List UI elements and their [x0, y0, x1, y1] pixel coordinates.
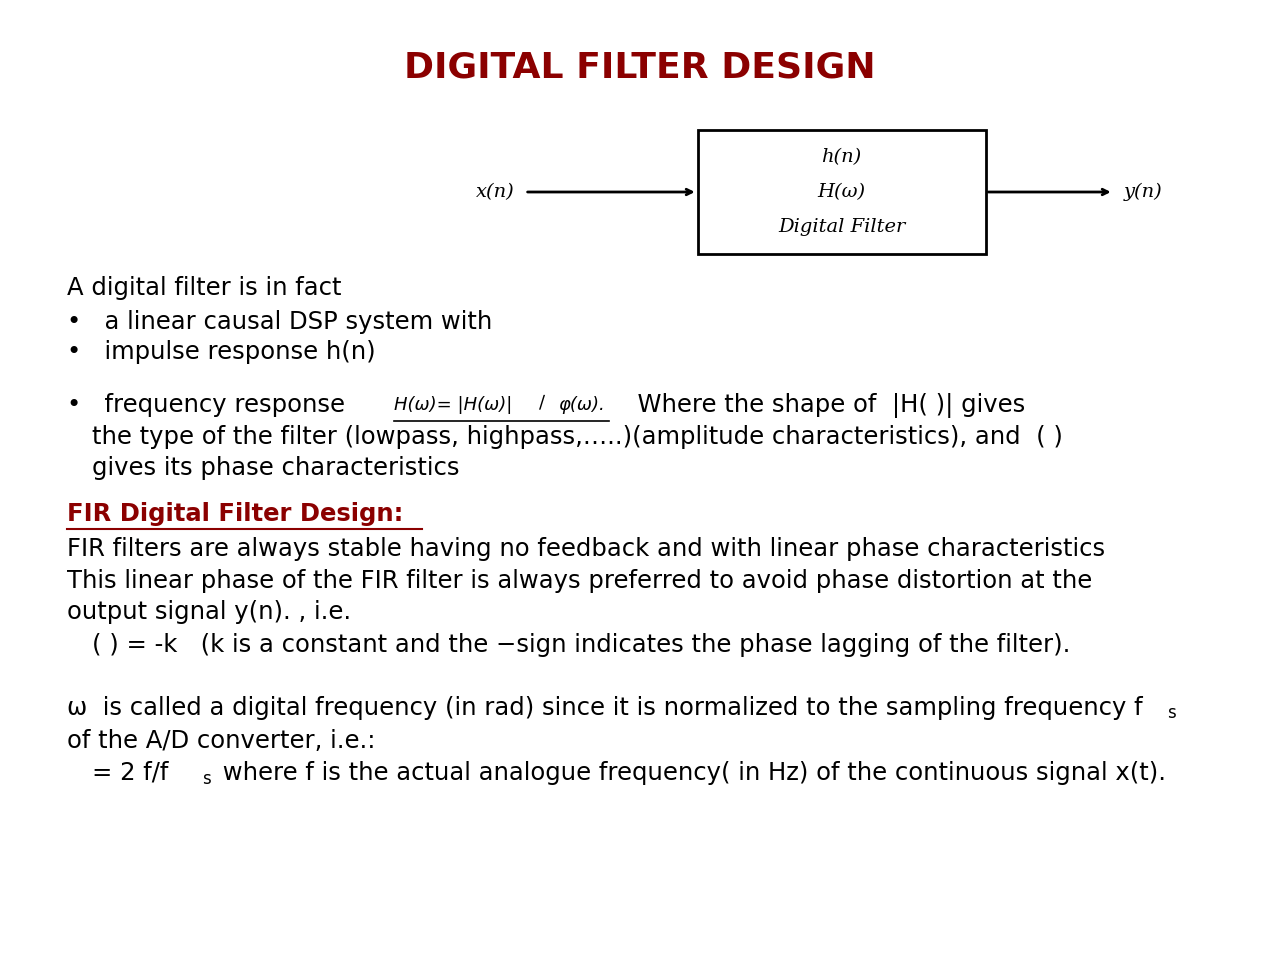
Text: FIR Digital Filter Design:: FIR Digital Filter Design: [67, 501, 411, 526]
Text: gives its phase characteristics: gives its phase characteristics [92, 456, 460, 479]
Text: Where the shape of  |H( )| gives: Where the shape of |H( )| gives [622, 393, 1025, 418]
Text: s: s [1167, 705, 1176, 722]
Text: the type of the filter (lowpass, highpass,…..)(amplitude characteristics), and  : the type of the filter (lowpass, highpas… [92, 424, 1062, 448]
Text: of the A/D converter, i.e.:: of the A/D converter, i.e.: [67, 730, 375, 753]
Text: •   a linear causal DSP system with: • a linear causal DSP system with [67, 309, 492, 333]
Text: •   frequency response: • frequency response [67, 394, 344, 417]
Text: y(n): y(n) [1124, 182, 1162, 202]
Text: DIGITAL FILTER DESIGN: DIGITAL FILTER DESIGN [404, 50, 876, 84]
Text: = 2 f/f: = 2 f/f [92, 760, 169, 785]
Text: •   impulse response h(n): • impulse response h(n) [67, 340, 375, 364]
Text: s: s [202, 770, 211, 787]
Text: ∕: ∕ [539, 394, 545, 411]
Text: φ(ω).: φ(ω). [558, 396, 605, 414]
Text: A digital filter is in fact: A digital filter is in fact [67, 276, 340, 300]
Text: Digital Filter: Digital Filter [778, 218, 905, 236]
Text: x(n): x(n) [476, 183, 515, 201]
Text: ( ) = -k   (k is a constant and the −sign indicates the phase lagging of the fil: ( ) = -k (k is a constant and the −sign … [92, 634, 1070, 657]
Text: This linear phase of the FIR filter is always preferred to avoid phase distortio: This linear phase of the FIR filter is a… [67, 568, 1092, 592]
Text: ω  is called a digital frequency (in rad) since it is normalized to the sampling: ω is called a digital frequency (in rad)… [67, 695, 1142, 720]
Text: h(n): h(n) [822, 148, 861, 166]
Text: H(ω)= |H(ω)|: H(ω)= |H(ω)| [394, 396, 512, 414]
Text: output signal y(n). , i.e.: output signal y(n). , i.e. [67, 601, 351, 625]
Text: where f is the actual analogue frequency( in Hz) of the continuous signal x(t).: where f is the actual analogue frequency… [215, 760, 1166, 785]
Text: H(ω): H(ω) [818, 183, 865, 201]
Bar [698, 130, 986, 254]
Text: FIR filters are always stable having no feedback and with linear phase character: FIR filters are always stable having no … [67, 538, 1105, 561]
